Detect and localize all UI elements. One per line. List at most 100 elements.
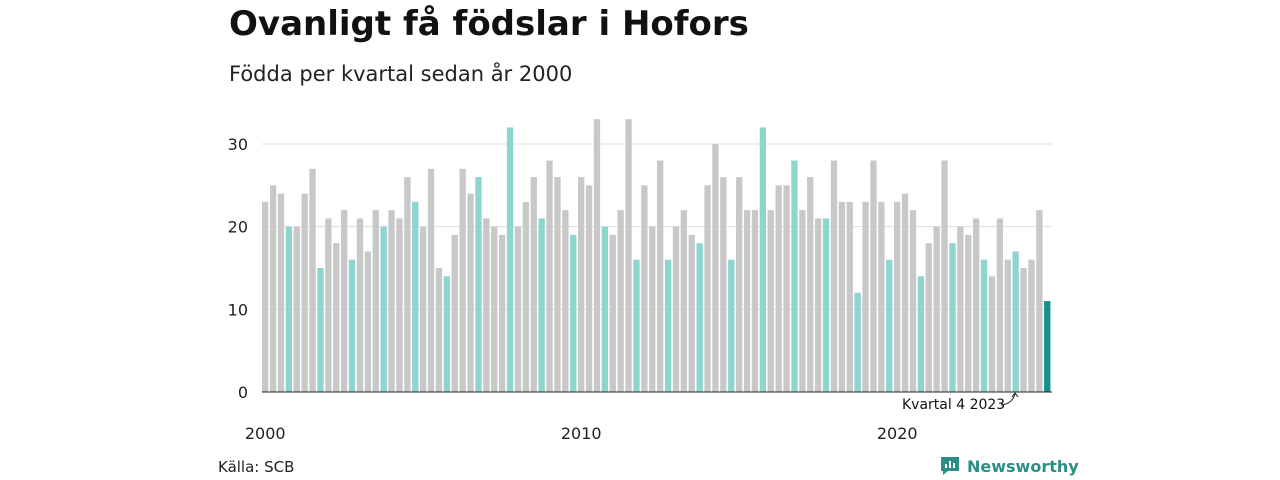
bar (759, 127, 767, 392)
bar (269, 185, 277, 392)
bar (562, 210, 569, 392)
bar (1028, 259, 1035, 392)
bar (846, 201, 853, 392)
newsworthy-logo-icon (941, 457, 959, 475)
bar (412, 201, 419, 392)
bar (901, 193, 909, 392)
bars (262, 119, 1051, 392)
axes: 0 10 20 30 2000 2010 2020 (228, 135, 1052, 443)
bar (854, 292, 861, 392)
bar (973, 218, 980, 392)
bar (1044, 301, 1051, 392)
bar (957, 226, 964, 392)
bar (522, 201, 530, 392)
bar (277, 193, 285, 392)
bar (435, 268, 443, 392)
bar (301, 193, 308, 392)
bar (372, 210, 379, 392)
bar (578, 177, 585, 392)
bar (775, 185, 782, 392)
source-label: Källa: SCB (218, 458, 295, 476)
annotation: Kvartal 4 2023 (902, 392, 1019, 413)
bar (720, 177, 727, 392)
bar (443, 276, 451, 392)
bar (633, 259, 640, 392)
bar (514, 226, 522, 392)
bar (925, 243, 932, 392)
bar (1004, 259, 1011, 392)
bar (585, 185, 593, 392)
x-tick-label: 2000 (245, 424, 286, 443)
bar (862, 201, 869, 392)
bar (728, 259, 735, 392)
bar (570, 234, 577, 392)
chart-subtitle: Födda per kvartal sedan år 2000 (229, 62, 573, 86)
bar (712, 144, 719, 392)
bar (1036, 210, 1043, 392)
bar (420, 226, 427, 392)
bar (870, 160, 877, 392)
bar (799, 210, 806, 392)
annotation-label: Kvartal 4 2023 (902, 397, 1005, 413)
bar (546, 160, 553, 392)
bar (878, 201, 885, 392)
bar (783, 185, 790, 392)
bar (1012, 251, 1019, 392)
bar (641, 185, 648, 392)
bar (625, 119, 632, 392)
bar (736, 177, 743, 392)
bar (933, 226, 940, 392)
bar (1020, 268, 1027, 392)
bar (348, 259, 356, 392)
bar (601, 226, 609, 392)
y-tick-label: 30 (228, 135, 248, 154)
bar (554, 177, 561, 392)
bar (822, 218, 830, 392)
bar (838, 201, 846, 392)
annotation-arrowhead (1011, 392, 1019, 398)
bar (609, 234, 616, 392)
bar (657, 160, 664, 392)
bar (506, 127, 514, 392)
bar (672, 226, 680, 392)
bar (285, 226, 293, 392)
bar (886, 259, 893, 392)
bar (593, 119, 601, 392)
bar (499, 234, 506, 392)
bar (538, 218, 545, 392)
bar (427, 168, 435, 392)
bar (317, 268, 324, 392)
bar (807, 177, 814, 392)
bar (941, 160, 948, 392)
y-tick-label: 20 (228, 218, 248, 237)
bar (751, 210, 759, 392)
y-tick-label: 10 (228, 300, 248, 319)
bar (293, 226, 300, 392)
x-tick-label: 2020 (877, 424, 918, 443)
bar (815, 218, 822, 392)
bar (664, 259, 672, 392)
bar (894, 201, 901, 392)
bar (388, 210, 395, 392)
bar (380, 226, 387, 392)
brand-name: Newsworthy (967, 456, 1079, 476)
bar (704, 185, 711, 392)
bar (696, 243, 703, 392)
bar (688, 234, 695, 392)
bar (404, 177, 411, 392)
bar (917, 276, 925, 392)
bar (341, 210, 348, 392)
bar (767, 210, 774, 392)
bar (530, 177, 537, 392)
bar (467, 193, 474, 392)
bar (451, 234, 458, 392)
bar (680, 210, 688, 392)
bar (996, 218, 1004, 392)
bar (309, 168, 316, 392)
chart-title: Ovanligt få födslar i Hofors (229, 4, 749, 44)
x-tick-label: 2010 (561, 424, 602, 443)
y-tick-label: 0 (238, 383, 248, 402)
bar (830, 160, 838, 392)
bar (262, 201, 269, 392)
